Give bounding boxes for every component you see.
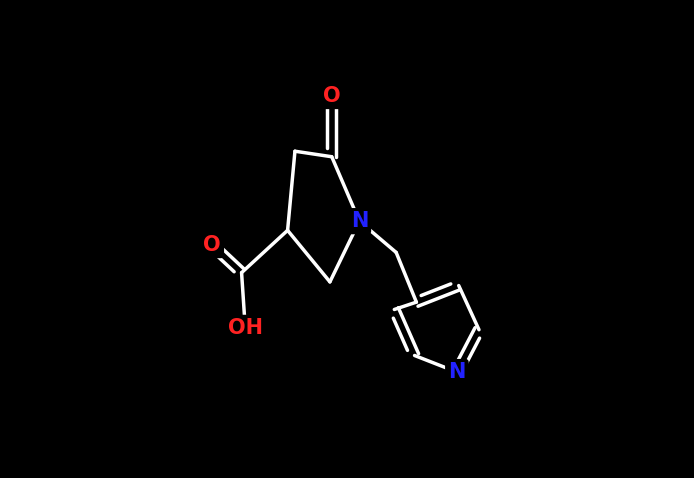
Text: N: N <box>350 211 368 231</box>
Text: O: O <box>203 235 221 255</box>
Text: OH: OH <box>228 318 263 338</box>
Text: N: N <box>448 362 466 382</box>
Text: O: O <box>323 86 341 106</box>
